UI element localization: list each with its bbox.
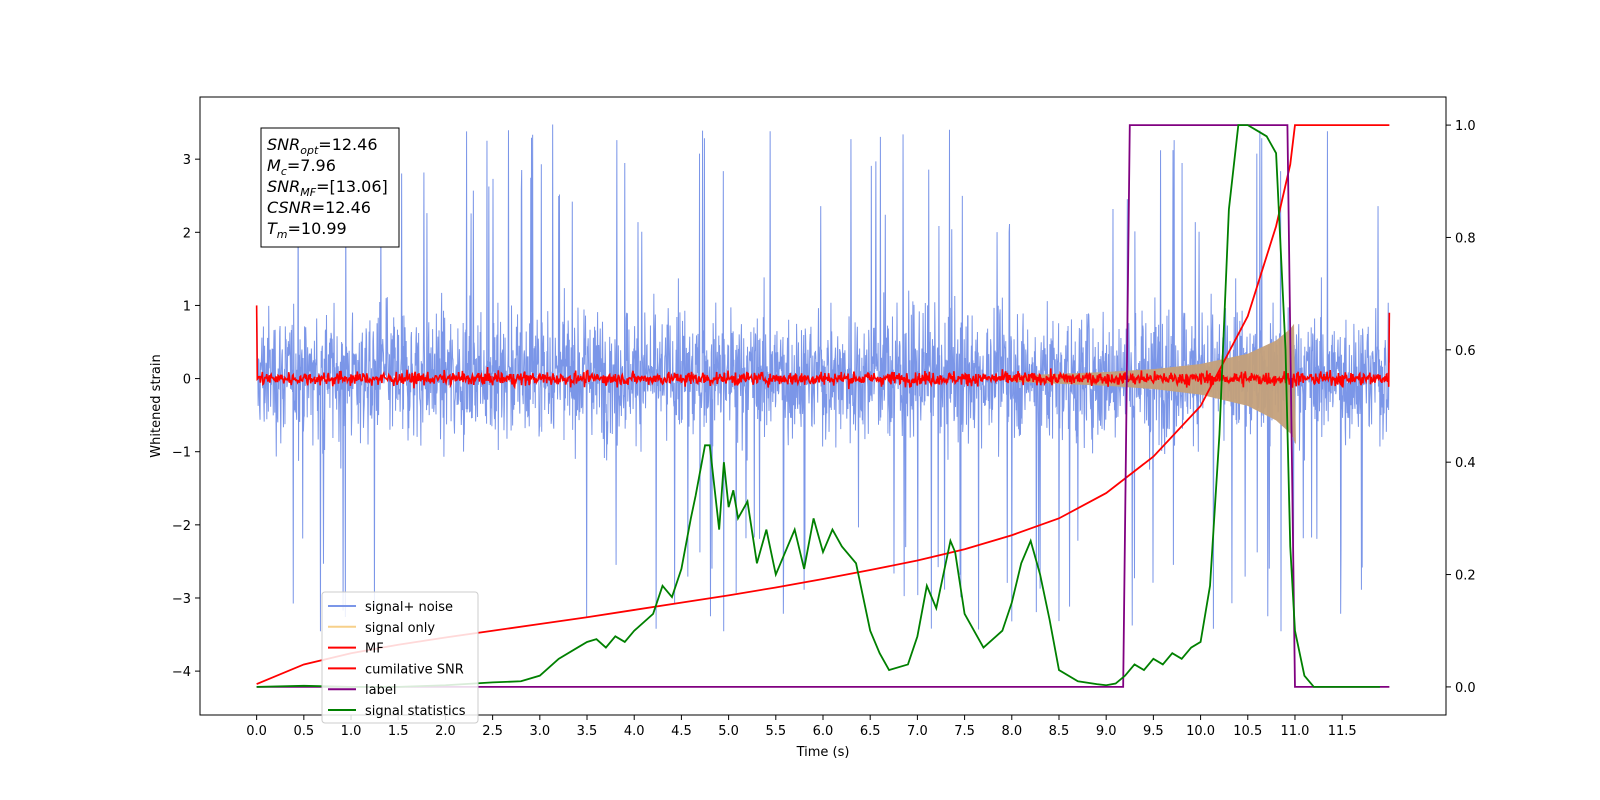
y-tick-label-left: −2: [172, 519, 191, 534]
x-tick-label: 7.5: [954, 724, 975, 739]
legend-label: signal+ noise: [365, 600, 453, 615]
y-tick-label-left: −4: [172, 665, 191, 680]
y-tick-label-right: 0.4: [1455, 456, 1476, 471]
x-tick-label: 5.0: [718, 724, 739, 739]
series-signal-only: [1011, 323, 1296, 445]
legend-label: signal only: [365, 621, 435, 636]
legend-label: cumilative SNR: [365, 662, 464, 677]
series-label: [256, 124, 1390, 688]
x-tick-label: 10.5: [1233, 724, 1262, 739]
y-tick-label-left: 0: [183, 373, 191, 388]
annotation-line: SNRMF=[13.06]: [267, 177, 388, 199]
x-tick-label: 7.0: [907, 724, 928, 739]
y-tick-label-right: 1.0: [1455, 119, 1476, 134]
legend: signal+ noise signal only MF cumilative SNR…: [321, 591, 479, 724]
y-axis-right: 1.0 0.8 0.6 0.4 0.2 0.0: [1446, 119, 1476, 696]
annotation-line: CSNR=12.46: [267, 198, 371, 217]
y-tick-label-right: 0.6: [1455, 344, 1476, 359]
x-tick-label: 6.0: [813, 724, 834, 739]
x-tick-label: 1.5: [388, 724, 409, 739]
y-tick-label-left: 3: [183, 153, 191, 168]
y-tick-label-left: −1: [172, 446, 191, 461]
annotation-line: SNRopt=12.46: [267, 135, 378, 157]
x-tick-label: 0.0: [246, 724, 267, 739]
x-tick-label: 9.5: [1143, 724, 1164, 739]
y-axis-label: Whitened strain: [149, 354, 164, 457]
legend-label: MF: [365, 642, 384, 657]
x-tick-label: 9.0: [1096, 724, 1117, 739]
x-tick-label: 3.5: [577, 724, 598, 739]
legend-label: label: [365, 683, 396, 698]
x-tick-label: 8.5: [1049, 724, 1070, 739]
legend-frame: [321, 591, 479, 724]
y-tick-label-left: −3: [172, 592, 191, 607]
x-tick-label: 4.0: [624, 724, 645, 739]
annotation-line: Mc=7.96: [267, 156, 336, 178]
x-axis: 0.0 0.5 1.0 1.5 2.0 2.5 3.0 3.5 4.0 4.5 5.0 5.5 6.0 6…: [246, 715, 1357, 739]
legend-items: signal+ noise signal only MF cumilative SNR…: [328, 600, 466, 719]
y-tick-label-left: 2: [183, 226, 191, 241]
annotation-frame: [260, 127, 400, 248]
x-tick-label: 3.0: [529, 724, 550, 739]
y-axis-left: 3 2 1 0 −1 −2 −3 −4: [172, 153, 200, 680]
x-tick-label: 11.5: [1328, 724, 1357, 739]
y-tick-label-right: 0.2: [1455, 569, 1476, 584]
x-axis-label: Time (s): [796, 745, 850, 760]
x-tick-label: 2.5: [482, 724, 503, 739]
annotation-box: SNRopt=12.46Mc=7.96SNRMF=[13.06]CSNR=12.…: [260, 127, 400, 248]
y-tick-label-right: 0.0: [1455, 681, 1476, 696]
y-tick-label-left: 1: [183, 299, 191, 314]
x-tick-label: 4.5: [671, 724, 692, 739]
x-tick-label: 8.0: [1001, 724, 1022, 739]
annotation-line: Tm=10.99: [267, 219, 347, 241]
series-mf: [255, 305, 1391, 390]
x-tick-label: 11.0: [1280, 724, 1309, 739]
series-signal-statistics: [256, 124, 1380, 688]
x-tick-label: 1.0: [341, 724, 362, 739]
legend-label: signal statistics: [365, 704, 466, 719]
series-signal-plus-noise: [256, 124, 1390, 632]
x-tick-label: 6.5: [860, 724, 881, 739]
x-tick-label: 5.5: [765, 724, 786, 739]
y-tick-label-right: 0.8: [1455, 231, 1476, 246]
annotation-lines: SNRopt=12.46Mc=7.96SNRMF=[13.06]CSNR=12.…: [267, 135, 388, 241]
x-tick-label: 10.0: [1186, 724, 1215, 739]
x-tick-label: 0.5: [293, 724, 314, 739]
x-tick-label: 2.0: [435, 724, 456, 739]
